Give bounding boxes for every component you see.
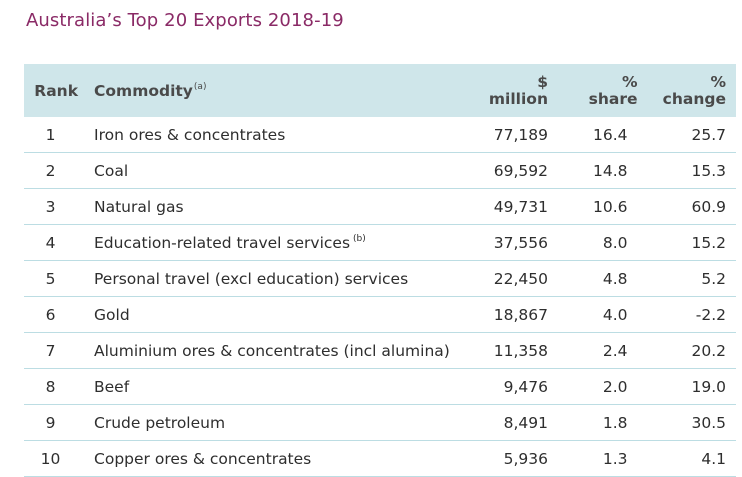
exports-table: Rank Commodity(a) $ million % share % chang… [24,64,736,477]
header-change-symbol: % [710,72,726,91]
table-row: 2 Coal 69,592 14.8 15.3 [24,152,736,189]
header-share-label: share [588,89,638,108]
header-rank: Rank [34,81,79,100]
rank-cell: 2 [24,152,86,189]
table-row: 10 Copper ores & concentrates 5,936 1.3 4.1 [24,440,736,477]
commodity-label: Copper ores & concentrates [94,449,312,468]
share-cell: 1.3 [560,440,650,477]
table-row: 4 Education-related travel services (b) 37,… [24,224,736,261]
table-row: 5 Personal travel (excl education) servic… [24,260,736,297]
rank-cell: 8 [24,368,86,405]
commodity-label: Iron ores & concentrates [94,125,286,144]
share-cell: 4.0 [560,296,650,333]
change-cell: 15.2 [649,224,736,261]
table-row: 6 Gold 18,867 4.0 -2.2 [24,296,736,333]
share-cell: 2.0 [560,368,650,405]
million-cell: 69,592 [469,152,560,189]
commodity-cell: Beef [85,368,470,405]
commodity-label: Personal travel (excl education) service… [94,269,409,288]
table-row: 7 Aluminium ores & concentrates (incl alu… [24,332,736,369]
commodity-cell: Education-related travel services (b) [85,224,470,261]
table-body: 1 Iron ores & concentrates 77,189 16.4 25.7 2… [24,117,736,477]
commodity-label: Coal [94,161,129,180]
commodity-cell: Personal travel (excl education) service… [85,260,470,297]
commodity-label: Natural gas [94,197,184,216]
table-row: 8 Beef 9,476 2.0 19.0 [24,368,736,405]
commodity-cell: Crude petroleum [85,404,470,441]
million-cell: 37,556 [469,224,560,261]
share-cell: 8.0 [560,224,650,261]
header-million-label: million [488,89,548,108]
header-change-label: change [662,89,726,108]
share-cell: 1.8 [560,404,650,441]
million-cell: 49,731 [469,188,560,225]
header-commodity-label: Commodity [94,81,193,100]
share-cell: 16.4 [560,117,650,153]
million-cell: 8,491 [469,404,560,441]
commodity-cell: Gold [85,296,470,333]
million-cell: 5,936 [469,440,560,477]
commodity-cell: Iron ores & concentrates [85,117,470,153]
commodity-cell: Coal [85,152,470,189]
table-row: 9 Crude petroleum 8,491 1.8 30.5 [24,404,736,441]
header-share: % share [560,64,650,117]
rank-cell: 5 [24,260,86,297]
share-cell: 4.8 [560,260,650,297]
change-cell: 15.3 [649,152,736,189]
rank-cell: 4 [24,224,86,261]
change-cell: 5.2 [649,260,736,297]
change-cell: 25.7 [649,117,736,153]
table-row: 1 Iron ores & concentrates 77,189 16.4 25.7 [24,117,736,153]
commodity-cell: Aluminium ores & concentrates (incl alum… [85,332,470,369]
header-share-symbol: % [621,72,638,91]
million-cell: 9,476 [469,368,560,405]
change-cell: 19.0 [649,368,736,405]
change-cell: 60.9 [649,188,736,225]
commodity-label: Education-related travel services [94,233,351,252]
change-cell: 30.5 [649,404,736,441]
header-change: % change [650,64,737,117]
commodity-note: (b) [353,234,366,245]
share-cell: 2.4 [560,332,650,369]
million-cell: 77,189 [469,117,560,153]
table-header-row: Rank Commodity(a) $ million % share % chang… [24,64,736,117]
page-title: Australia’s Top 20 Exports 2018-19 [26,10,344,31]
share-cell: 10.6 [560,188,650,225]
rank-cell: 9 [24,404,86,441]
share-cell: 14.8 [560,152,650,189]
commodity-cell: Copper ores & concentrates [85,440,470,477]
million-cell: 11,358 [469,332,560,369]
header-commodity: Commodity(a) [85,64,469,117]
commodity-label: Beef [94,377,130,396]
commodity-cell: Natural gas [85,188,470,225]
header-commodity-note: (a) [193,82,207,93]
header-million-symbol: $ [537,72,548,91]
rank-cell: 3 [24,188,86,225]
change-cell: -2.2 [649,296,736,333]
rank-cell: 7 [24,332,86,369]
million-cell: 22,450 [469,260,560,297]
rank-cell: 10 [24,440,86,477]
commodity-label: Aluminium ores & concentrates (incl alum… [94,341,450,360]
commodity-label: Crude petroleum [94,413,226,432]
change-cell: 20.2 [649,332,736,369]
rank-cell: 6 [24,296,86,333]
rank-cell: 1 [24,117,86,153]
change-cell: 4.1 [649,440,736,477]
header-million: $ million [469,64,560,117]
table-row: 3 Natural gas 49,731 10.6 60.9 [24,188,736,225]
million-cell: 18,867 [469,296,560,333]
commodity-label: Gold [94,305,130,324]
